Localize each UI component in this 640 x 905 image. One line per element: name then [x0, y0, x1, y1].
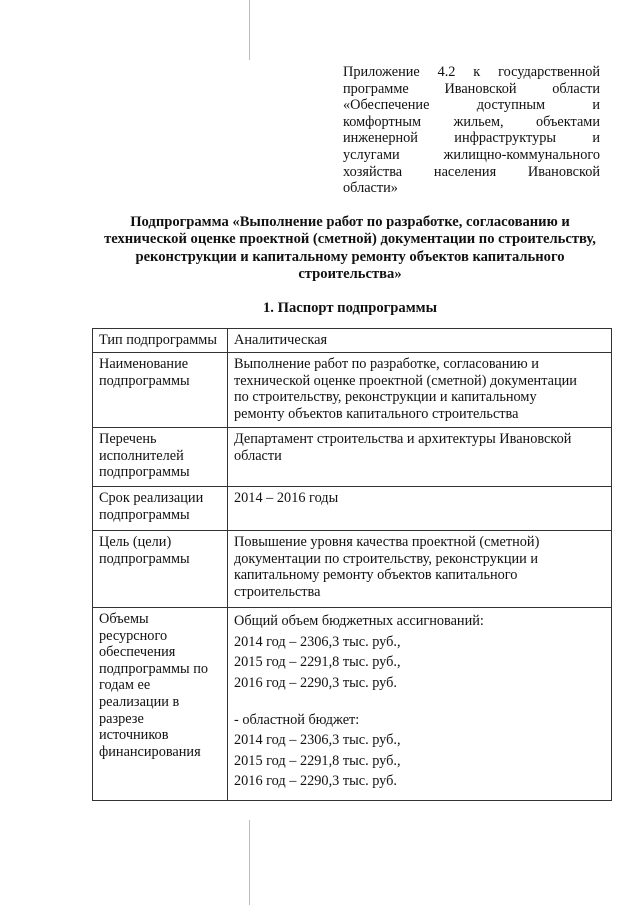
row-value-cell: Выполнение работ по разработке, согласов… [227, 352, 612, 428]
row-label-line: исполнителей [99, 447, 184, 464]
section-title: 1. Паспорт подпрограммы [263, 300, 437, 316]
row-label-cell: Срок реализации подпрограммы [92, 486, 228, 531]
title-line: Подпрограмма «Выполнение работ по разраб… [130, 214, 570, 230]
table-row: Наименование подпрограммы Выполнение работ… [92, 352, 612, 428]
row-value-line: 2014 год – 2306,3 тыс. руб., [234, 732, 401, 749]
row-label-line: Наименование [99, 356, 189, 372]
table-row: Перечень исполнителей подпрограммы Департам… [92, 427, 612, 487]
row-value-line: документации по строительству, реконстру… [234, 550, 539, 567]
row-value-line: Выполнение работ по разработке, согласов… [234, 356, 539, 372]
row-value-line: Департамент строительства и архитектуры … [234, 431, 572, 447]
appendix-line: комфортным жильем, объектами [343, 113, 600, 130]
row-label-cell: Объемы ресурсного обеспечения подпрограммы … [92, 607, 228, 801]
appendix-line: области» [343, 180, 398, 197]
row-label-line: подпрограммы [99, 464, 190, 481]
subprogram-title: Подпрограмма «Выполнение работ по разраб… [90, 214, 610, 284]
blank-line [234, 693, 605, 710]
appendix-line: хозяйства населения Ивановской [343, 163, 600, 180]
row-value-cell: Аналитическая [227, 328, 612, 353]
row-value-line: Аналитическая [234, 332, 328, 348]
row-label-line: годам ее [99, 677, 151, 694]
row-label-line: реализации в [99, 693, 180, 710]
row-value-line: 2015 год – 2291,8 тыс. руб., [234, 752, 401, 769]
scan-artifact-line [249, 0, 250, 60]
row-value-line: 2016 год – 2290,3 тыс. руб. [234, 773, 397, 790]
row-value-line: капитальному ремонту объектов капитально… [234, 567, 518, 584]
row-value-cell: Общий объем бюджетных ассигнований: 2014 … [227, 607, 612, 801]
row-label-cell: Перечень исполнителей подпрограммы [92, 427, 228, 487]
row-label-cell: Тип подпрограммы [92, 328, 228, 353]
appendix-note: Приложение 4.2 к государственной программ… [343, 64, 600, 197]
title-line: строительства» [298, 266, 402, 283]
row-value-line: 2014 – 2016 годы [234, 490, 339, 506]
row-value-line: 2014 год – 2306,3 тыс. руб., [234, 633, 401, 650]
row-label-line: ресурсного [99, 627, 168, 644]
table-row: Тип подпрограммы Аналитическая [92, 328, 612, 353]
row-label-line: Перечень [99, 431, 157, 447]
table-row: Объемы ресурсного обеспечения подпрограммы … [92, 607, 612, 801]
row-label-line: Объемы [99, 611, 149, 627]
row-label-line: подпрограммы [99, 550, 190, 567]
row-value-line: ремонту объектов капитального строительс… [234, 405, 519, 422]
row-value-line: области [234, 447, 282, 464]
appendix-line: Приложение 4.2 к государственной [343, 64, 600, 80]
row-value-line: - областной бюджет: [234, 711, 360, 728]
title-line: реконструкции и капитальному ремонту объ… [135, 248, 565, 265]
row-value-line: технической оценке проектной (сметной) д… [234, 372, 577, 389]
row-value-cell: Департамент строительства и архитектуры … [227, 427, 612, 487]
row-label-line: подпрограммы по [99, 660, 209, 677]
appendix-line: программе Ивановской области [343, 80, 600, 97]
row-value-cell: 2014 – 2016 годы [227, 486, 612, 531]
table-row: Цель (цели) подпрограммы Повышение уровня … [92, 530, 612, 608]
row-label-line: обеспечения [99, 644, 176, 661]
row-label-cell: Наименование подпрограммы [92, 352, 228, 428]
appendix-line: услугами жилищно-коммунального [343, 146, 600, 163]
row-value-line: по строительству, реконструкции и капита… [234, 389, 537, 406]
row-label-line: источников [99, 727, 169, 744]
row-value-line: 2015 год – 2291,8 тыс. руб., [234, 654, 401, 670]
passport-table: Тип подпрограммы Аналитическая Наименовани… [92, 328, 612, 801]
title-line: технической оценке проектной (сметной) д… [104, 231, 596, 248]
row-label-cell: Цель (цели) подпрограммы [92, 530, 228, 608]
row-label-line: разрезе [99, 710, 144, 727]
appendix-line: инженерной инфраструктуры и [343, 130, 600, 147]
row-value-line: Повышение уровня качества проектной (сме… [234, 534, 540, 550]
row-value-line: строительства [234, 583, 321, 600]
appendix-line: «Обеспечение доступным и [343, 97, 600, 114]
row-label-line: Срок реализации [99, 490, 204, 506]
scan-artifact-line [249, 820, 250, 905]
table-row: Срок реализации подпрограммы 2014 – 2016 г… [92, 486, 612, 531]
row-value-line: 2016 год – 2290,3 тыс. руб. [234, 674, 397, 691]
row-value-line: Общий объем бюджетных ассигнований: [234, 613, 484, 629]
row-label-line: Цель (цели) [99, 534, 172, 550]
row-label-line: подпрограммы [99, 506, 190, 523]
row-label-line: подпрограммы [99, 372, 190, 389]
row-value-cell: Повышение уровня качества проектной (сме… [227, 530, 612, 608]
row-label-line: Тип подпрограммы [99, 332, 217, 348]
row-label-line: финансирования [99, 743, 201, 760]
